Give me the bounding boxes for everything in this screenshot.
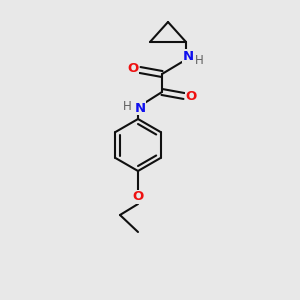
Text: N: N — [182, 50, 194, 62]
Text: O: O — [128, 62, 139, 76]
Text: O: O — [132, 190, 144, 203]
Text: O: O — [185, 89, 197, 103]
Text: N: N — [134, 101, 146, 115]
Text: H: H — [195, 53, 203, 67]
Text: H: H — [123, 100, 131, 113]
